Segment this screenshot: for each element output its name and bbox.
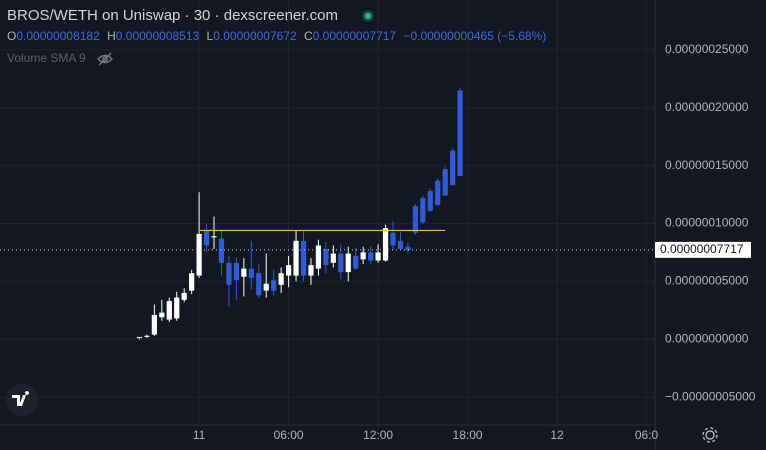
legend-value: 0.00000007672 [213,29,297,43]
x-tick-label: 12 [550,428,564,442]
candle-body [300,240,307,276]
candle-body [330,253,336,263]
y-tick-label: 0.00000015000 [665,158,749,172]
y-tick-label: 0.00000025000 [665,42,749,56]
y-tick-label: −0.00000005000 [665,389,756,403]
candle-body [360,252,366,260]
legend-label: L [207,29,214,43]
legend-value: 0.00000008513 [116,29,200,43]
candle-body [233,262,240,281]
candle-body [196,233,202,276]
legend-change: −0.00000000465 (−5.68%) [403,29,546,43]
legend-value: 0.00000007717 [313,29,397,43]
candle-body [241,268,247,277]
candle-body [315,245,322,269]
candle-body [181,292,187,300]
x-tick-label: 06:00 [274,428,304,442]
ohlc-legend: O0.00000008182 H0.00000008513 L0.0000000… [7,29,546,43]
settings-button[interactable] [702,427,718,443]
chart-title: BROS/WETH on Uniswap · 30 · dexscreener.… [7,7,338,24]
candle-body [174,297,180,319]
candle-body [293,240,299,276]
candle-body [285,265,292,276]
candle-body [405,246,411,251]
y-tick-label: 0.00000005000 [665,274,749,288]
x-tick-label: 12:00 [363,428,393,442]
x-tick-label: 11 [193,428,206,442]
candle-body [211,236,217,238]
x-tick-label: 06:0 [635,428,659,442]
y-tick-label: 0.00000020000 [665,100,749,114]
candle-body [457,90,463,177]
candle-body [263,283,269,291]
candle-body [271,280,277,291]
candle-body [442,169,448,196]
last-price-label: 0.00000007717 [660,242,744,256]
candle-body [144,335,150,337]
candle-body [390,232,396,246]
candle-body [412,206,418,233]
legend-label: H [107,29,116,43]
candle-body [189,273,195,291]
candle-body [427,191,433,211]
candle-body [159,312,165,318]
candle-body [136,336,143,339]
candle-body [278,273,284,285]
candle-body [368,252,374,261]
status-dot [364,12,372,20]
candle-body [166,301,172,320]
candle-body [375,252,381,261]
candle-body [323,248,329,266]
candle-body [450,150,456,186]
legend-label: C [304,29,313,43]
candle-body [248,268,254,278]
visibility-toggle[interactable] [97,52,113,66]
candle-body [151,314,157,335]
candle-body [226,262,232,285]
indicator-label: Volume SMA 9 [7,51,86,65]
x-tick-label: 18:00 [453,428,483,442]
grid [0,0,655,425]
last-price-box [655,241,751,258]
candle-body [338,253,344,273]
candle-body [353,255,359,269]
candle-body [308,265,314,276]
tradingview-logo[interactable] [6,384,38,416]
candle-body [420,198,426,223]
candle-body [218,238,225,263]
legend-label: O [7,29,16,43]
candle-body [256,273,262,296]
candle-body [435,180,441,205]
candle-body [382,228,389,261]
candle-body [203,230,210,246]
y-tick-label: 0.00000010000 [665,216,749,230]
candle-body [345,253,351,273]
plot [0,88,655,340]
legend-value: 0.00000008182 [16,29,100,43]
candle-body [397,240,404,249]
y-tick-label: 0.00000000000 [665,331,749,345]
